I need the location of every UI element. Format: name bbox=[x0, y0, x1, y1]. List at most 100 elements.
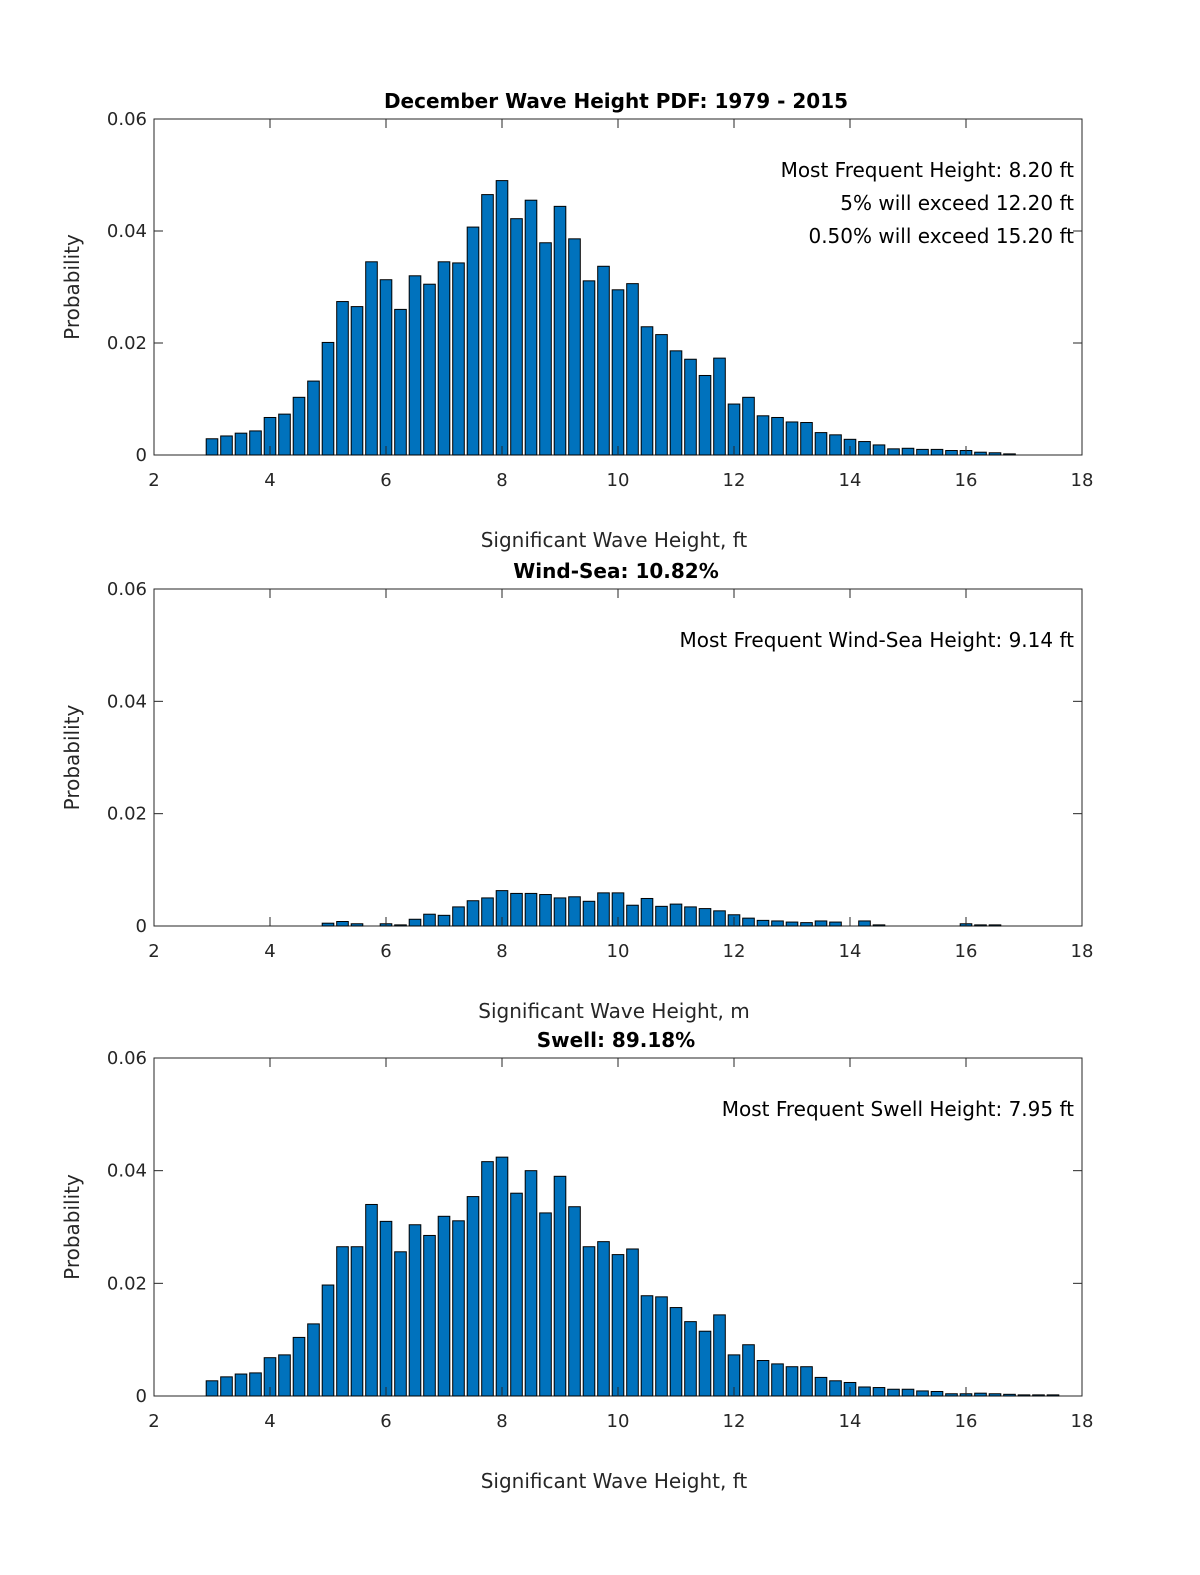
bar bbox=[350, 923, 364, 927]
bar bbox=[640, 1295, 654, 1397]
bar bbox=[220, 435, 233, 456]
bar bbox=[539, 1212, 552, 1397]
bar bbox=[829, 921, 842, 927]
x-tick-label: 14 bbox=[839, 1411, 862, 1432]
bar bbox=[698, 908, 712, 927]
bar bbox=[423, 283, 436, 456]
annotation: Most Frequent Swell Height: 7.95 ft bbox=[722, 1097, 1074, 1121]
bar bbox=[365, 261, 378, 456]
annotation: Most Frequent Wind-Sea Height: 9.14 ft bbox=[679, 628, 1074, 652]
x-tick-label: 16 bbox=[955, 470, 978, 491]
bar bbox=[713, 1314, 726, 1397]
bar bbox=[394, 308, 407, 456]
bar bbox=[901, 1388, 915, 1397]
bar bbox=[887, 448, 900, 456]
bar bbox=[655, 905, 668, 927]
bar bbox=[988, 452, 1002, 456]
bar bbox=[495, 180, 509, 456]
bar bbox=[785, 421, 799, 456]
bar bbox=[655, 334, 668, 456]
bar bbox=[756, 919, 770, 927]
bar bbox=[1003, 453, 1016, 456]
bar bbox=[872, 444, 886, 456]
bar bbox=[858, 1386, 871, 1397]
y-tick-label: 0.06 bbox=[107, 109, 147, 130]
bar bbox=[988, 1393, 1002, 1397]
bar bbox=[669, 1307, 683, 1397]
bar bbox=[379, 279, 393, 456]
bar bbox=[452, 262, 465, 456]
x-axis-label: Significant Wave Height, ft bbox=[481, 1469, 748, 1493]
x-tick-label: 16 bbox=[955, 941, 978, 962]
bar bbox=[858, 920, 871, 927]
bar bbox=[321, 1284, 335, 1397]
bar bbox=[626, 904, 639, 927]
bar bbox=[249, 430, 262, 456]
bar bbox=[278, 1354, 291, 1397]
bar bbox=[568, 1206, 581, 1397]
x-tick-label: 6 bbox=[380, 470, 391, 491]
x-tick-label: 8 bbox=[496, 941, 507, 962]
bar bbox=[974, 1392, 987, 1397]
bar bbox=[974, 924, 987, 927]
x-tick-label: 10 bbox=[607, 470, 630, 491]
bar bbox=[829, 434, 842, 456]
bar bbox=[756, 415, 770, 456]
bar bbox=[539, 242, 552, 456]
bar bbox=[452, 906, 465, 927]
bar bbox=[292, 396, 306, 456]
y-axis-label: Probability bbox=[60, 1174, 84, 1280]
y-tick-label: 0.04 bbox=[107, 221, 147, 242]
x-tick-label: 18 bbox=[1071, 941, 1094, 962]
bar bbox=[756, 1360, 770, 1397]
y-tick-label: 0.06 bbox=[107, 1048, 147, 1069]
bar bbox=[713, 357, 726, 456]
x-tick-label: 16 bbox=[955, 1411, 978, 1432]
bar bbox=[611, 289, 625, 456]
bar bbox=[234, 1373, 248, 1397]
bar bbox=[553, 897, 567, 927]
bar bbox=[205, 1380, 219, 1397]
x-tick-label: 12 bbox=[723, 941, 746, 962]
bar bbox=[1046, 1394, 1060, 1397]
bar bbox=[872, 1387, 886, 1397]
bar bbox=[1017, 1394, 1031, 1397]
bar bbox=[510, 892, 523, 927]
x-tick-label: 6 bbox=[380, 1411, 391, 1432]
bar bbox=[582, 280, 596, 456]
bar bbox=[916, 448, 929, 456]
bar bbox=[249, 1372, 262, 1397]
bar bbox=[234, 432, 248, 456]
bar bbox=[495, 1156, 509, 1397]
bar bbox=[524, 892, 538, 927]
bar bbox=[365, 1203, 378, 1397]
bar bbox=[771, 416, 784, 456]
chart-total: 2 4 6 8 10 12 14 16 18 0 0.02 0.04 0.06 December Wave… bbox=[60, 89, 1093, 552]
bar bbox=[698, 1330, 712, 1397]
y-axis-label: Probability bbox=[60, 234, 84, 340]
bar bbox=[800, 922, 813, 927]
bar bbox=[394, 1251, 407, 1397]
bar bbox=[742, 396, 755, 456]
bar bbox=[930, 1390, 944, 1397]
bar bbox=[916, 1390, 929, 1397]
bar bbox=[452, 1220, 465, 1397]
bar bbox=[814, 432, 828, 456]
bar bbox=[307, 380, 320, 456]
bar bbox=[220, 1376, 233, 1397]
bar bbox=[800, 1366, 813, 1397]
bar bbox=[481, 897, 494, 927]
bar bbox=[423, 913, 436, 927]
x-axis-label: Significant Wave Height, ft bbox=[481, 528, 748, 552]
x-tick-label: 14 bbox=[839, 470, 862, 491]
bar bbox=[437, 914, 451, 927]
bar bbox=[814, 1376, 828, 1397]
bar bbox=[437, 261, 451, 456]
bar bbox=[858, 441, 871, 456]
y-tick-label: 0 bbox=[136, 1386, 147, 1407]
plot-area bbox=[153, 588, 1083, 927]
x-tick-label: 2 bbox=[148, 470, 159, 491]
chart-wind-sea: 2 4 6 8 10 12 14 16 18 0 0.02 0.04 0.06 Wind-Sea: 10.… bbox=[60, 559, 1093, 1023]
x-tick-label: 4 bbox=[264, 1411, 275, 1432]
